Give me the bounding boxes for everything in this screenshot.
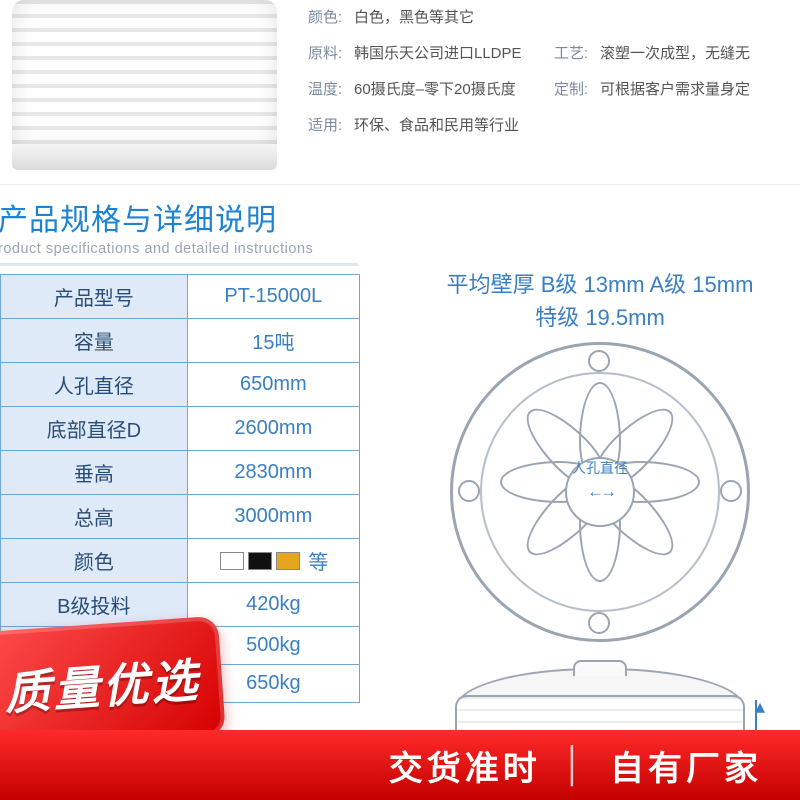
thickness-line-2: 特级 19.5mm: [400, 301, 800, 334]
footer-text-left: 交货准时: [389, 741, 541, 790]
attr-label-temp: 温度:: [308, 78, 354, 99]
spec-key: 容量: [1, 319, 188, 363]
thickness-line-1: 平均壁厚 B级 13mm A级 15mm: [400, 268, 800, 301]
attr-label-process: 工艺:: [554, 42, 600, 63]
spec-value: 650mm: [187, 363, 359, 407]
attr-value-material: 韩国乐天公司进口LLDPE: [354, 42, 522, 63]
spec-row: 容量15吨: [1, 319, 360, 363]
spec-value: 等: [187, 539, 359, 583]
spec-value: 15吨: [187, 319, 359, 363]
attr-value-temp: 60摄氏度–零下20摄氏度: [354, 78, 516, 99]
spec-key: 垂高: [1, 451, 188, 495]
attribute-list: 颜色: 白色，黑色等其它 原料: 韩国乐天公司进口LLDPE 工艺: 滚塑一次成…: [300, 0, 800, 184]
section-heading-en: roduct specifications and detailed instr…: [0, 241, 358, 257]
spec-row: 产品型号PT-15000L: [1, 275, 360, 319]
attr-label-custom: 定制:: [554, 78, 600, 99]
spec-value: 3000mm: [187, 495, 359, 539]
footer-text-right: 自有厂家: [610, 741, 762, 790]
spec-row: 总高3000mm: [1, 495, 360, 539]
spec-row: 颜色 等: [1, 539, 360, 583]
footer-banner: 交货准时 │ 自有厂家: [0, 730, 800, 800]
spec-key: 颜色: [1, 539, 188, 583]
manhole-circle: 人孔直径 ←→: [565, 457, 635, 527]
product-photo: [0, 0, 300, 185]
spec-key: 总高: [1, 495, 188, 539]
manhole-label: 人孔直径: [572, 458, 628, 478]
color-swatch: [276, 552, 300, 570]
section-heading: 产品规格与详细说明 roduct specifications and deta…: [0, 185, 358, 266]
spec-key: 产品型号: [1, 275, 188, 319]
spec-key: 底部直径D: [1, 407, 188, 451]
spec-value: PT-15000L: [187, 275, 359, 319]
color-suffix: 等: [308, 552, 328, 574]
spec-row: 底部直径D2600mm: [1, 407, 360, 451]
section-heading-cn: 产品规格与详细说明: [0, 195, 358, 239]
color-swatch: [220, 552, 244, 570]
attr-label-apply: 适用:: [308, 114, 354, 135]
color-swatch: [248, 552, 272, 570]
manhole-arrow: ←→: [587, 482, 613, 502]
attr-label-material: 原料:: [308, 42, 354, 63]
spec-value: 2600mm: [187, 407, 359, 451]
thickness-note: 平均壁厚 B级 13mm A级 15mm 特级 19.5mm: [400, 268, 800, 334]
attr-value-custom: 可根据客户需求量身定: [600, 78, 750, 99]
attr-value-color: 白色，黑色等其它: [354, 6, 474, 27]
spec-row: 垂高2830mm: [1, 451, 360, 495]
tank-photo: [12, 0, 277, 170]
tank-top-view: 人孔直径 ←→: [450, 342, 750, 642]
top-strip: 颜色: 白色，黑色等其它 原料: 韩国乐天公司进口LLDPE 工艺: 滚塑一次成…: [0, 0, 800, 185]
diagram-column: 平均壁厚 B级 13mm A级 15mm 特级 19.5mm 人孔直径 ←→: [360, 266, 800, 800]
attr-value-apply: 环保、食品和民用等行业: [354, 114, 519, 135]
spec-key: 人孔直径: [1, 363, 188, 407]
quality-badge-text: 质量优选: [2, 644, 202, 724]
spec-value: 420kg: [187, 583, 359, 627]
spec-row: 人孔直径650mm: [1, 363, 360, 407]
footer-separator: │: [563, 746, 588, 785]
attr-label-color: 颜色:: [308, 6, 354, 27]
attr-value-process: 滚塑一次成型，无缝无: [600, 42, 750, 63]
spec-value: 2830mm: [187, 451, 359, 495]
